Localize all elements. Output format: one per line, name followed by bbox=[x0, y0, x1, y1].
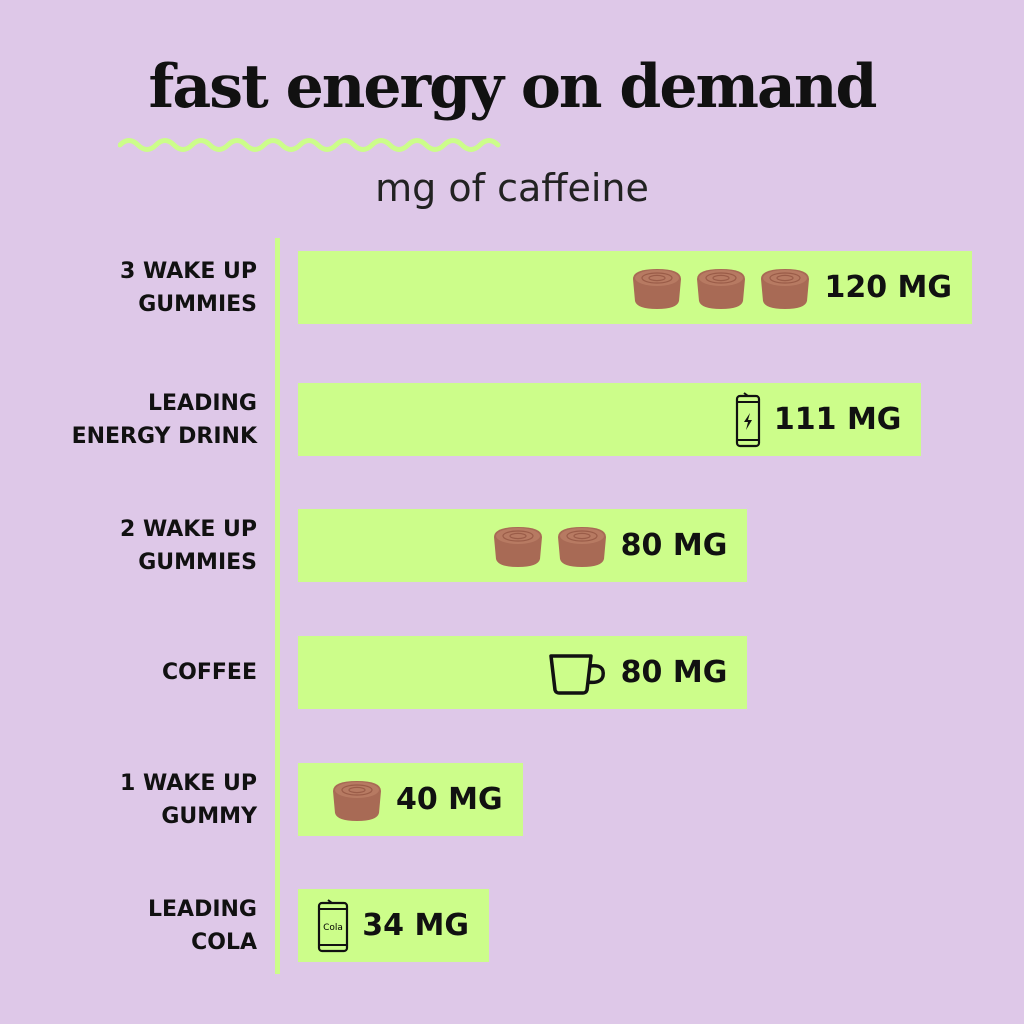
y-axis-line bbox=[275, 238, 280, 974]
bar: 120 MG bbox=[298, 251, 972, 324]
data-label: 120 MG bbox=[824, 270, 952, 305]
bar: Cola 34 MG bbox=[298, 889, 489, 962]
data-label: 80 MG bbox=[620, 655, 728, 690]
data-label: 111 MG bbox=[773, 402, 902, 437]
gummy-icon bbox=[320, 777, 384, 823]
bar: 111 MG bbox=[298, 383, 922, 456]
category-label-line: 3 WAKE UP bbox=[120, 258, 257, 284]
wavy-underline bbox=[118, 138, 501, 152]
gummy-icon bbox=[620, 265, 684, 311]
chart-title: fast energy on demand bbox=[148, 52, 878, 122]
gummy-icon bbox=[684, 265, 748, 311]
gummy-icon bbox=[481, 523, 545, 569]
data-label: 80 MG bbox=[620, 528, 728, 563]
category-label-line: GUMMIES bbox=[138, 549, 257, 575]
category-label: LEADING ENERGY DRINK bbox=[17, 387, 257, 453]
bar: 40 MG bbox=[298, 763, 523, 836]
category-label: LEADING COLA bbox=[17, 893, 257, 959]
category-label-line: ENERGY DRINK bbox=[71, 423, 257, 449]
category-label: 1 WAKE UP GUMMY bbox=[17, 767, 257, 833]
category-label-line: 1 WAKE UP bbox=[120, 770, 257, 796]
category-label-line: GUMMY bbox=[161, 803, 257, 829]
cola-can-icon: Cola bbox=[316, 898, 350, 954]
category-label: COFFEE bbox=[17, 656, 257, 689]
category-label: 3 WAKE UP GUMMIES bbox=[17, 255, 257, 321]
category-label-line: LEADING bbox=[148, 390, 257, 416]
category-label-line: COLA bbox=[191, 929, 257, 955]
coffee-cup-icon bbox=[547, 650, 609, 696]
chart-subtitle: mg of caffeine bbox=[375, 166, 649, 210]
data-label: 34 MG bbox=[362, 908, 469, 943]
energy-can-icon bbox=[734, 390, 762, 450]
bar: 80 MG bbox=[298, 636, 748, 709]
cola-can-text: Cola bbox=[323, 923, 343, 933]
bar: 80 MG bbox=[298, 509, 748, 582]
gummy-icon bbox=[545, 523, 609, 569]
gummy-icon bbox=[748, 265, 812, 311]
category-label-line: COFFEE bbox=[162, 660, 257, 685]
category-label-line: LEADING bbox=[148, 896, 257, 922]
category-label: 2 WAKE UP GUMMIES bbox=[17, 513, 257, 579]
data-label: 40 MG bbox=[395, 782, 503, 817]
category-label-line: GUMMIES bbox=[138, 291, 257, 317]
category-label-line: 2 WAKE UP bbox=[120, 516, 257, 542]
